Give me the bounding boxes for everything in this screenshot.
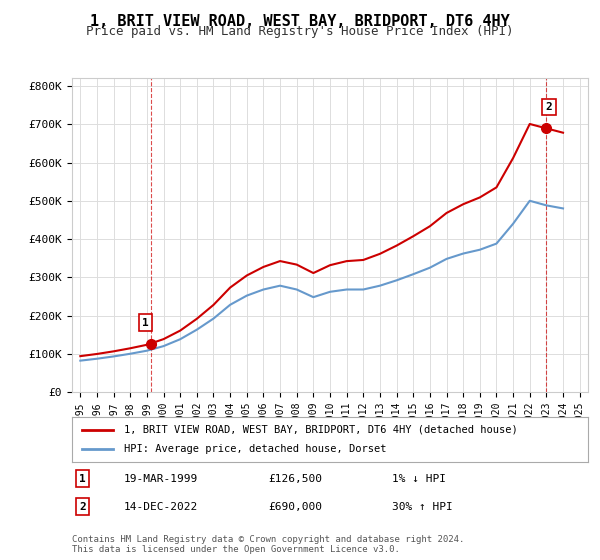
Text: Contains HM Land Registry data © Crown copyright and database right 2024.
This d: Contains HM Land Registry data © Crown c… (72, 535, 464, 554)
Text: 19-MAR-1999: 19-MAR-1999 (124, 474, 198, 484)
Text: 30% ↑ HPI: 30% ↑ HPI (392, 502, 452, 512)
Text: Price paid vs. HM Land Registry's House Price Index (HPI): Price paid vs. HM Land Registry's House … (86, 25, 514, 38)
Text: 2: 2 (79, 502, 86, 512)
Text: 1% ↓ HPI: 1% ↓ HPI (392, 474, 446, 484)
Text: £126,500: £126,500 (268, 474, 322, 484)
Text: 1: 1 (142, 318, 149, 328)
Text: 1: 1 (79, 474, 86, 484)
Text: 2: 2 (545, 102, 553, 112)
Text: 1, BRIT VIEW ROAD, WEST BAY, BRIDPORT, DT6 4HY (detached house): 1, BRIT VIEW ROAD, WEST BAY, BRIDPORT, D… (124, 424, 517, 435)
Text: 1, BRIT VIEW ROAD, WEST BAY, BRIDPORT, DT6 4HY: 1, BRIT VIEW ROAD, WEST BAY, BRIDPORT, D… (90, 14, 510, 29)
Text: 14-DEC-2022: 14-DEC-2022 (124, 502, 198, 512)
Text: HPI: Average price, detached house, Dorset: HPI: Average price, detached house, Dors… (124, 445, 386, 455)
Text: £690,000: £690,000 (268, 502, 322, 512)
